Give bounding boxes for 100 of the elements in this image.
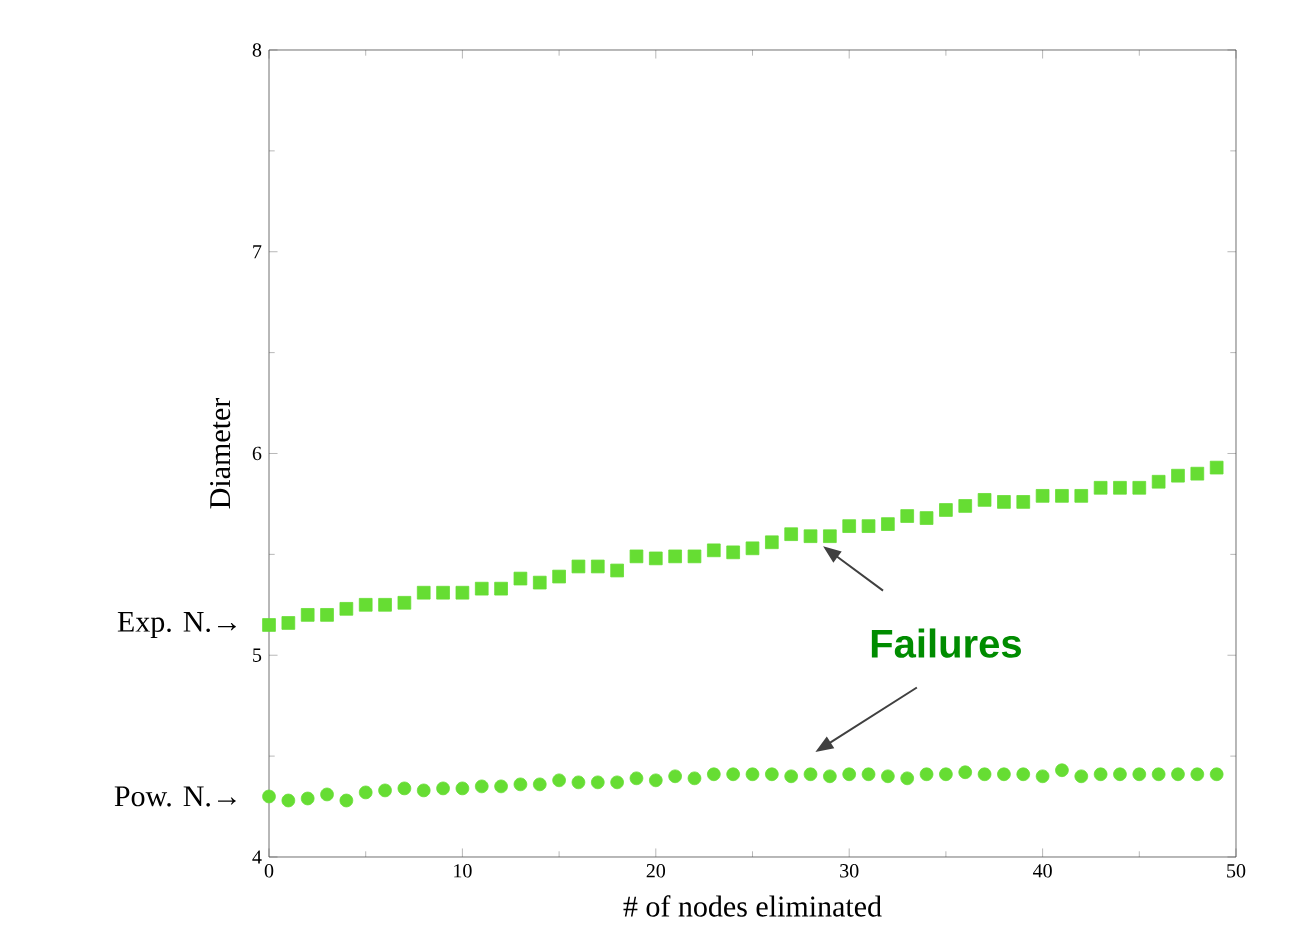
y-axis-title: Diameter [210,397,231,509]
point [977,493,992,507]
point [1132,767,1147,782]
point [707,767,721,782]
point [919,767,934,782]
point [281,616,296,630]
point [707,543,721,558]
point [378,783,392,798]
point [649,773,663,788]
point [1093,767,1108,782]
point [532,575,547,590]
point [1209,460,1224,475]
point [590,775,605,790]
x-tick-label: 30 [840,864,859,878]
point [977,767,992,782]
point [552,569,566,584]
point [320,608,334,622]
point [262,789,276,804]
y-tick-label: 6 [252,446,262,461]
point [1016,767,1031,782]
point [397,781,412,796]
point [939,503,953,517]
point [803,529,818,543]
point [590,559,605,574]
point [610,775,624,790]
point [358,598,373,612]
point [900,509,915,523]
point [1151,767,1166,782]
point [823,769,837,784]
point [300,608,315,622]
point [668,549,682,564]
x-tick-label: 50 [1227,864,1246,878]
x-tick-label: 20 [646,864,666,878]
point [378,598,392,612]
point [1016,495,1031,509]
point [649,551,663,566]
point [571,775,586,790]
point [939,767,953,782]
point [1074,769,1089,784]
point [629,771,644,786]
point [1171,468,1185,483]
point [262,618,276,632]
point [745,541,760,556]
point [1209,767,1224,782]
point [494,581,508,596]
point [281,793,296,808]
y-tick-label: 4 [252,850,262,864]
point [1035,489,1050,503]
point [339,602,354,616]
point [842,767,856,782]
annotation: Failures [871,628,1021,658]
point [784,769,798,784]
point [416,585,431,600]
point [532,777,547,792]
point [958,499,973,513]
point [397,595,412,610]
annotation: Exp. N.→ [117,611,236,638]
x-tick-label: 10 [454,864,472,878]
point [571,559,586,574]
point [513,571,528,586]
point [1190,767,1205,782]
point [320,787,334,802]
point [552,773,566,788]
point [1190,466,1205,481]
point [745,767,760,782]
point [765,767,779,782]
point [436,781,450,796]
point [513,777,528,792]
point [455,585,470,600]
x-tick-label: 40 [1032,864,1052,878]
point [339,793,354,808]
point [668,769,682,784]
point [726,767,740,782]
point [726,545,740,560]
point [997,767,1011,782]
point [1093,480,1108,495]
point [455,781,470,796]
point [358,785,373,800]
point [687,771,702,786]
point [1055,489,1069,503]
point [474,581,489,596]
point [842,519,856,533]
annotation: Pow. N.→ [114,786,236,807]
point [784,527,798,541]
point [1151,474,1166,489]
point [900,771,915,786]
point [997,495,1011,509]
y-tick-label: 8 [252,43,262,57]
point [1113,767,1127,782]
point [610,563,624,578]
point [958,765,973,780]
point [881,517,895,531]
point [765,535,779,550]
point [300,791,315,806]
point [803,767,818,782]
point [1171,767,1185,782]
point [1113,480,1127,495]
point [861,519,876,533]
point [436,585,450,600]
point [687,549,702,564]
